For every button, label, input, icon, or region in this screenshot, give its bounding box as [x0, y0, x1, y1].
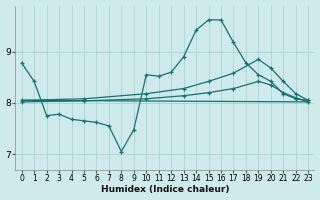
- X-axis label: Humidex (Indice chaleur): Humidex (Indice chaleur): [101, 185, 229, 194]
